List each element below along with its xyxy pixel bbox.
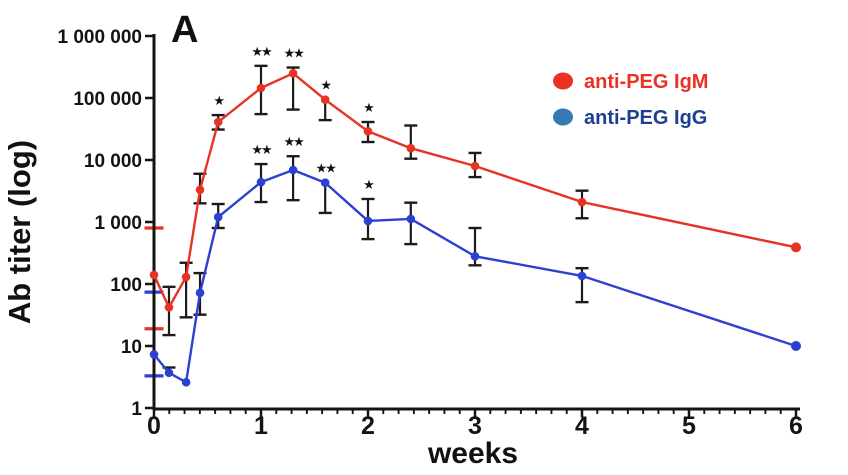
x-tick-label: 4 (575, 412, 589, 440)
data-point (213, 117, 223, 127)
data-point (288, 69, 298, 78)
significance-star: ★★ (316, 161, 337, 176)
y-tick-label: 10 (121, 337, 142, 358)
x-tick-label: 6 (789, 412, 803, 440)
data-point (791, 341, 801, 351)
data-point (149, 270, 159, 280)
legend-dot-anti-peg-igg (553, 108, 573, 126)
y-axis-title: Ab titer (log) (2, 140, 37, 324)
data-point (320, 178, 330, 188)
data-point (791, 242, 801, 253)
data-point (256, 83, 266, 93)
y-tick-label: 1 000 (94, 213, 142, 234)
data-point (195, 288, 205, 298)
legend-label-anti-peg-igm: anti-PEG IgM (584, 71, 708, 93)
data-point (288, 165, 298, 175)
significance-star: ★ (320, 78, 331, 93)
x-tick-label: 3 (468, 412, 482, 440)
data-points (149, 69, 801, 387)
significance-star: ★★ (251, 44, 272, 59)
data-point (470, 161, 480, 171)
data-point (470, 251, 480, 261)
data-point (181, 272, 191, 282)
legend-dot-anti-peg-igm (553, 72, 573, 90)
data-point (577, 271, 587, 281)
significance-star: ★ (363, 100, 374, 115)
x-tick-label: 2 (361, 412, 375, 440)
y-tick-label: 1 (131, 399, 142, 420)
legend: anti-PEG IgM anti-PEG IgG (553, 71, 708, 129)
y-tick-label: 10 000 (84, 151, 142, 172)
data-point (363, 127, 373, 136)
data-point (320, 95, 330, 104)
x-tick-label: 1 (254, 412, 268, 440)
significance-star: ★★ (251, 142, 272, 157)
data-point (363, 216, 373, 226)
data-point (164, 303, 174, 312)
x-tick-label: 0 (147, 412, 161, 440)
error-bars (162, 64, 589, 373)
data-point (149, 350, 159, 359)
x-axis-title: weeks (427, 437, 518, 470)
legend-label-anti-peg-igg: anti-PEG IgG (584, 107, 707, 129)
data-point (195, 185, 205, 195)
series-line-anti-peg-igg (152, 168, 798, 384)
significance-star: ★★ (283, 46, 304, 61)
significance-star: ★★ (283, 134, 304, 149)
data-point (213, 212, 223, 222)
significance-star: ★ (363, 177, 374, 192)
panel-label: A (171, 9, 198, 51)
y-tick-label: 100 (110, 275, 142, 296)
significance-star: ★ (213, 93, 224, 108)
y-tick-label: 100 000 (73, 89, 142, 110)
data-point (406, 143, 416, 153)
data-point (164, 368, 174, 378)
x-tick-label: 5 (682, 412, 696, 440)
data-point (181, 377, 191, 387)
data-point (256, 177, 266, 187)
y-tick-label: 1 000 000 (57, 27, 142, 48)
data-point (406, 214, 416, 224)
data-point (577, 197, 587, 207)
